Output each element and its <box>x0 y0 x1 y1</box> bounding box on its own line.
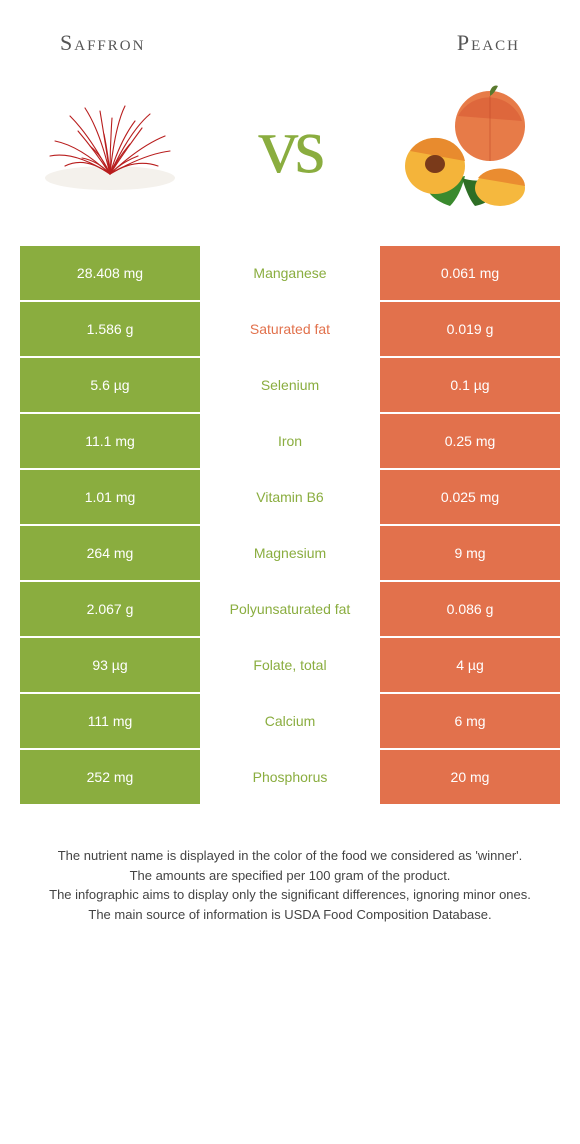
right-value-cell: 0.025 mg <box>380 470 560 524</box>
right-value-cell: 0.019 g <box>380 302 560 356</box>
table-row: 2.067 gPolyunsaturated fat0.086 g <box>20 582 560 636</box>
table-row: 252 mgPhosphorus20 mg <box>20 750 560 804</box>
nutrient-label-cell: Polyunsaturated fat <box>200 582 380 636</box>
right-value-cell: 0.1 µg <box>380 358 560 412</box>
right-value-cell: 0.25 mg <box>380 414 560 468</box>
left-value-cell: 93 µg <box>20 638 200 692</box>
nutrient-label-cell: Folate, total <box>200 638 380 692</box>
nutrient-label-cell: Saturated fat <box>200 302 380 356</box>
nutrient-label-cell: Manganese <box>200 246 380 300</box>
footnote: The nutrient name is displayed in the co… <box>0 806 580 924</box>
nutrient-label-cell: Calcium <box>200 694 380 748</box>
left-value-cell: 28.408 mg <box>20 246 200 300</box>
left-food-title: Saffron <box>60 30 145 56</box>
left-value-cell: 2.067 g <box>20 582 200 636</box>
hero-row: vs <box>0 66 580 246</box>
left-value-cell: 1.01 mg <box>20 470 200 524</box>
nutrient-label-cell: Vitamin B6 <box>200 470 380 524</box>
peach-illustration <box>390 76 550 216</box>
table-row: 93 µgFolate, total4 µg <box>20 638 560 692</box>
right-food-title: Peach <box>457 30 520 56</box>
left-value-cell: 252 mg <box>20 750 200 804</box>
table-row: 28.408 mgManganese0.061 mg <box>20 246 560 300</box>
nutrient-label-cell: Selenium <box>200 358 380 412</box>
left-value-cell: 264 mg <box>20 526 200 580</box>
nutrient-label-cell: Phosphorus <box>200 750 380 804</box>
left-value-cell: 1.586 g <box>20 302 200 356</box>
left-value-cell: 11.1 mg <box>20 414 200 468</box>
table-row: 11.1 mgIron0.25 mg <box>20 414 560 468</box>
footnote-line: The amounts are specified per 100 gram o… <box>40 866 540 886</box>
comparison-table: 28.408 mgManganese0.061 mg1.586 gSaturat… <box>20 246 560 804</box>
saffron-icon <box>30 96 190 196</box>
vs-label: vs <box>258 106 321 186</box>
left-value-cell: 111 mg <box>20 694 200 748</box>
right-value-cell: 20 mg <box>380 750 560 804</box>
right-value-cell: 0.061 mg <box>380 246 560 300</box>
footnote-line: The main source of information is USDA F… <box>40 905 540 925</box>
table-row: 264 mgMagnesium9 mg <box>20 526 560 580</box>
peach-icon <box>390 76 550 216</box>
right-value-cell: 6 mg <box>380 694 560 748</box>
footnote-line: The infographic aims to display only the… <box>40 885 540 905</box>
nutrient-label-cell: Iron <box>200 414 380 468</box>
table-row: 5.6 µgSelenium0.1 µg <box>20 358 560 412</box>
left-value-cell: 5.6 µg <box>20 358 200 412</box>
footnote-line: The nutrient name is displayed in the co… <box>40 846 540 866</box>
header: Saffron Peach <box>0 0 580 66</box>
right-value-cell: 4 µg <box>380 638 560 692</box>
saffron-illustration <box>30 76 190 216</box>
nutrient-label-cell: Magnesium <box>200 526 380 580</box>
table-row: 1.01 mgVitamin B60.025 mg <box>20 470 560 524</box>
right-value-cell: 9 mg <box>380 526 560 580</box>
right-value-cell: 0.086 g <box>380 582 560 636</box>
table-row: 1.586 gSaturated fat0.019 g <box>20 302 560 356</box>
table-row: 111 mgCalcium6 mg <box>20 694 560 748</box>
